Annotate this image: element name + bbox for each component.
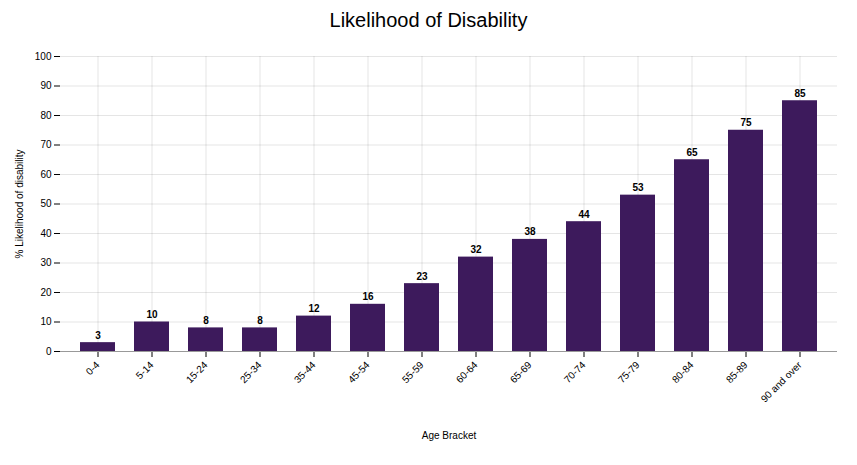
- html-text:Likelihood of Disability: Likelihood of Disability: [329, 9, 528, 31]
- svg-text:8: 8: [257, 315, 263, 326]
- svg-text:85-89: 85-89: [724, 359, 750, 385]
- svg-text:16: 16: [362, 291, 374, 302]
- svg-text:5-14: 5-14: [134, 359, 156, 381]
- svg-text:10: 10: [146, 309, 158, 320]
- svg-text:75-79: 75-79: [616, 359, 642, 385]
- svg-text:65-69: 65-69: [508, 359, 534, 385]
- svg-text:30: 30: [40, 257, 52, 268]
- svg-text:100: 100: [35, 51, 52, 62]
- svg-text:80: 80: [40, 110, 52, 121]
- svg-text:53: 53: [632, 182, 644, 193]
- svg-text:70-74: 70-74: [562, 359, 588, 385]
- svg-text:32: 32: [470, 244, 482, 255]
- svg-text:Age Bracket: Age Bracket: [422, 430, 477, 441]
- svg-text:60: 60: [40, 169, 52, 180]
- svg-text:90: 90: [40, 80, 52, 91]
- svg-text:23: 23: [416, 271, 428, 282]
- svg-text:0: 0: [46, 346, 52, 357]
- svg-text:% Likelihood of disability: % Likelihood of disability: [14, 150, 25, 259]
- svg-text:8: 8: [203, 315, 209, 326]
- svg-text:80-84: 80-84: [670, 359, 696, 385]
- svg-text:60-64: 60-64: [454, 359, 480, 385]
- svg-text:55-59: 55-59: [400, 359, 426, 385]
- svg-text:75: 75: [740, 117, 752, 128]
- svg-text:40: 40: [40, 228, 52, 239]
- svg-text:12: 12: [308, 303, 320, 314]
- svg-text:20: 20: [40, 287, 52, 298]
- svg-text:50: 50: [40, 198, 52, 209]
- svg-text:15-24: 15-24: [184, 359, 210, 385]
- svg-text:90 and over: 90 and over: [759, 359, 805, 405]
- svg-text:44: 44: [578, 209, 590, 220]
- svg-text:10: 10: [40, 316, 52, 327]
- svg-text:85: 85: [794, 88, 806, 99]
- svg-text:0-4: 0-4: [84, 359, 102, 377]
- svg-text:65: 65: [686, 147, 698, 158]
- svg-text:35-44: 35-44: [292, 359, 318, 385]
- svg-text:38: 38: [524, 226, 536, 237]
- svg-text:3: 3: [95, 330, 101, 341]
- svg-text:25-34: 25-34: [238, 359, 264, 385]
- svg-text:45-54: 45-54: [346, 359, 372, 385]
- svg-text:70: 70: [40, 139, 52, 150]
